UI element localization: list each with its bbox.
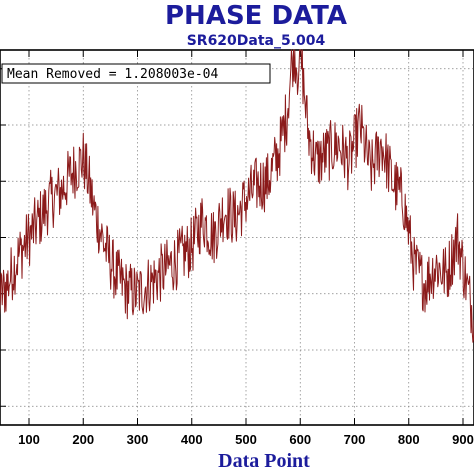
x-tick-label: 100 xyxy=(18,432,40,447)
x-tick-label: 400 xyxy=(181,432,203,447)
x-tick-label: 200 xyxy=(72,432,94,447)
chart-subtitle: SR620Data_5.004 xyxy=(187,33,326,49)
x-axis-label: Data Point xyxy=(218,450,310,472)
x-ticks: 100 200 300 400 500 600 700 800 900 xyxy=(18,50,474,447)
x-tick-label: 900 xyxy=(452,432,474,447)
series-layer xyxy=(0,49,474,343)
grid-lines xyxy=(0,50,474,425)
x-tick-label: 700 xyxy=(344,432,366,447)
phase-series-line xyxy=(0,49,474,343)
x-tick-label: 800 xyxy=(398,432,420,447)
plot-area-border xyxy=(0,49,474,426)
x-tick-label: 300 xyxy=(127,432,149,447)
chart-title: PHASE DATA xyxy=(165,1,347,31)
y-ticks xyxy=(0,68,6,407)
x-tick-label: 600 xyxy=(289,432,311,447)
x-tick-label: 500 xyxy=(235,432,257,447)
mean-removed-annotation: Mean Removed = 1.208003e-04 xyxy=(1,63,271,84)
plot-frame xyxy=(0,49,474,426)
annotation-border xyxy=(1,63,271,84)
annotation-text: Mean Removed = 1.208003e-04 xyxy=(7,67,218,82)
